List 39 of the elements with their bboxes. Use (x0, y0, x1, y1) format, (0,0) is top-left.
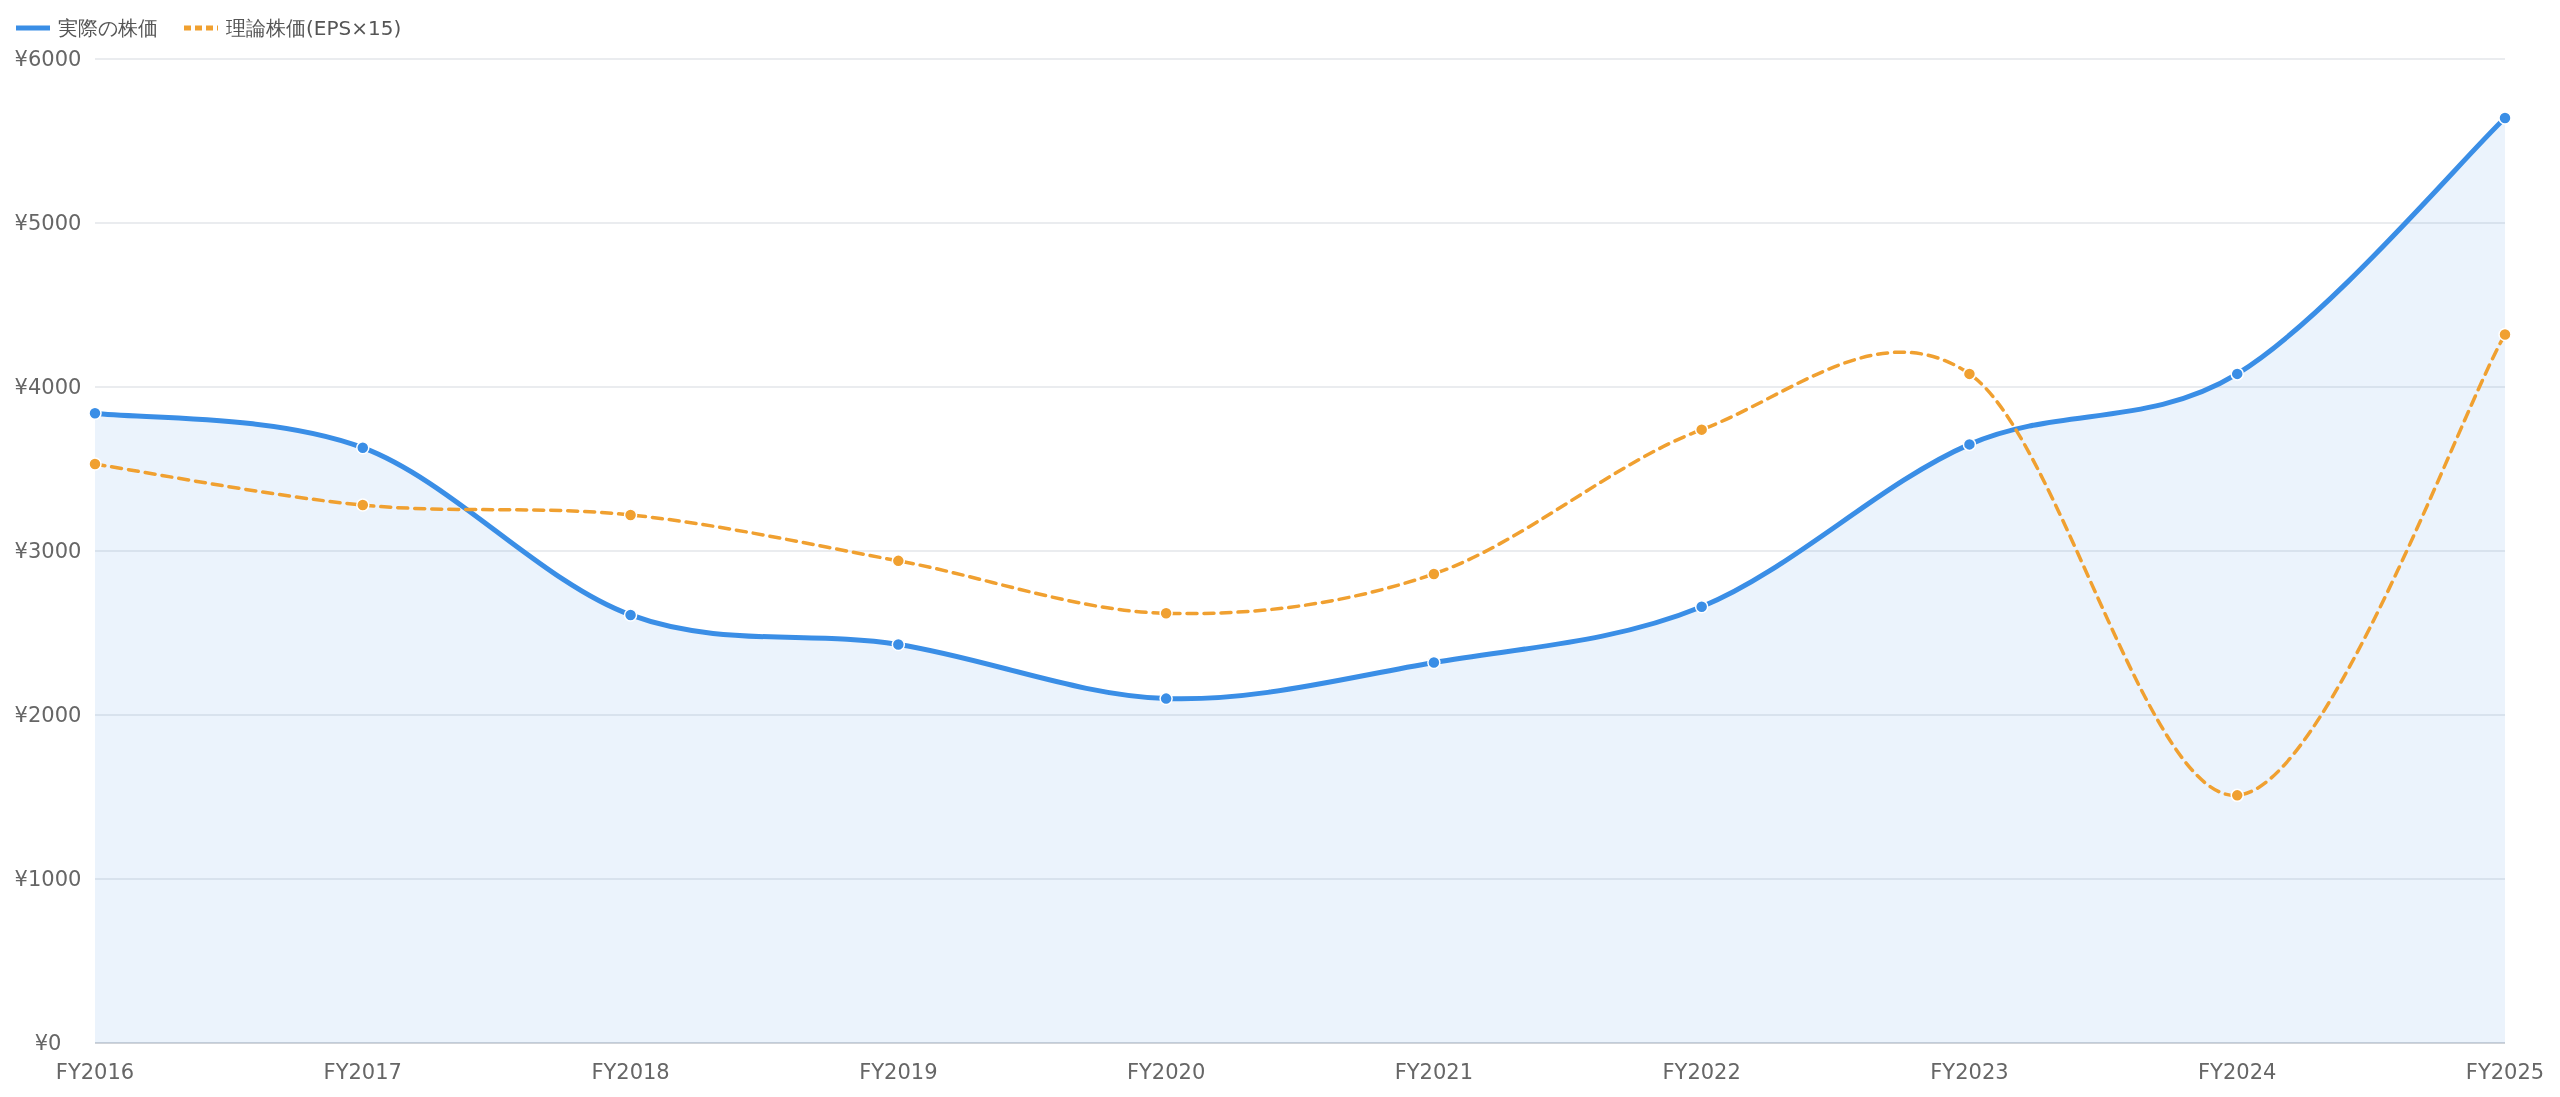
y-tick-label: ¥4000 (14, 375, 82, 399)
x-tick-label: FY2024 (2198, 1060, 2277, 1084)
point (356, 498, 370, 512)
point (1427, 655, 1441, 670)
point (88, 457, 102, 471)
point (2498, 327, 2512, 342)
point (1159, 606, 1173, 621)
y-tick-label: ¥3000 (14, 539, 82, 563)
point (88, 406, 102, 420)
x-tick-label: FY2023 (1930, 1060, 2009, 1084)
x-tick-label: FY2025 (2465, 1060, 2545, 1084)
point (1962, 437, 1977, 452)
point (2230, 788, 2244, 803)
x-tick-label: FY2022 (1662, 1060, 1741, 1084)
point (1694, 600, 1709, 614)
point (2498, 111, 2512, 125)
legend-label: 実際の株価 (58, 16, 158, 40)
point (356, 440, 370, 455)
point (891, 637, 906, 652)
point (2230, 367, 2244, 381)
x-tick-label: FY2017 (323, 1060, 402, 1084)
y-tick-label: ¥1000 (14, 867, 82, 891)
point (891, 554, 906, 568)
y-tick-label: ¥6000 (14, 47, 82, 71)
x-tick-label: FY2021 (1394, 1060, 1474, 1084)
point (623, 508, 638, 522)
point (623, 608, 638, 622)
point (1694, 422, 1709, 437)
point (1427, 567, 1441, 581)
y-tick-label: ¥5000 (14, 211, 82, 235)
x-tick-label: FY2020 (1126, 1060, 1206, 1084)
point (1962, 367, 1977, 381)
y-tick-label: ¥2000 (14, 703, 82, 727)
x-tick-label: FY2019 (859, 1060, 938, 1084)
point (1159, 691, 1173, 706)
y-tick-label: ¥0 (34, 1031, 62, 1055)
x-tick-label: FY2016 (55, 1060, 135, 1084)
x-tick-label: FY2018 (591, 1060, 670, 1084)
legend-label: 理論株価(EPS×15) (226, 16, 402, 40)
